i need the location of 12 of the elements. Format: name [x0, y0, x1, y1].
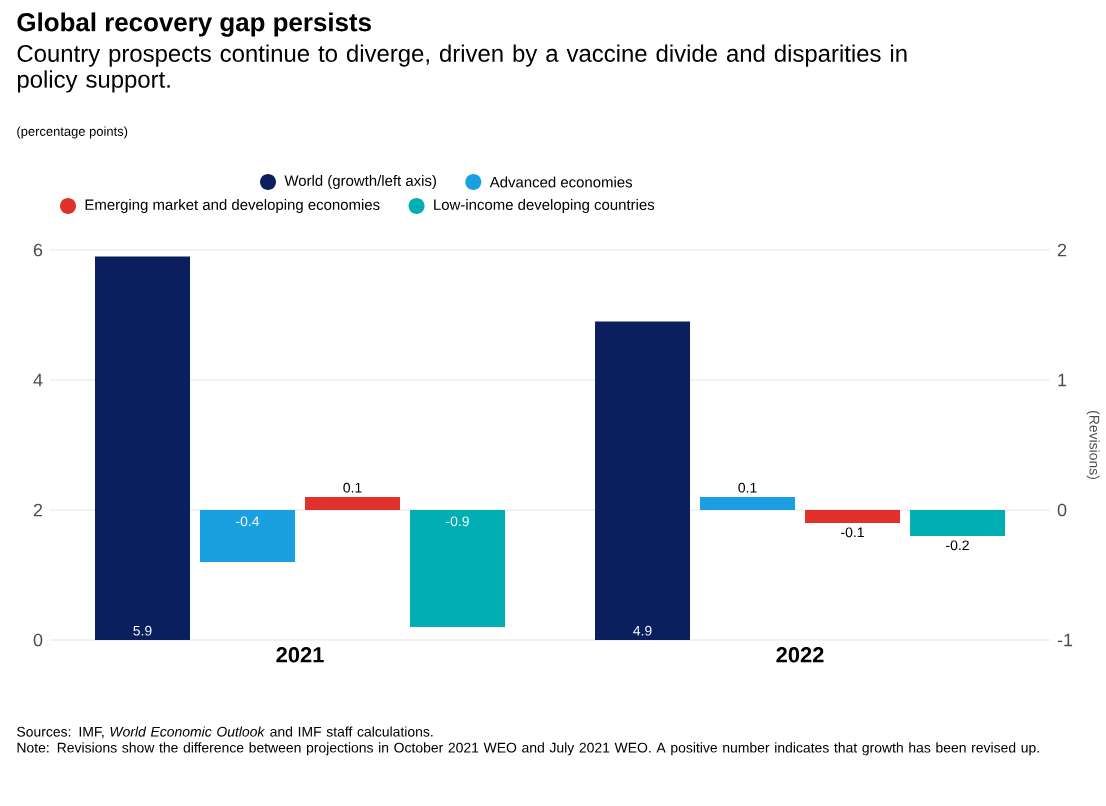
chart-title: Global recovery gap persists [17, 12, 371, 37]
y2-tick-label: 2 [1057, 243, 1067, 257]
y-tick-label: 2 [33, 503, 43, 517]
y-tick-label: 4 [33, 373, 43, 387]
y2-tick-label: -1 [1057, 633, 1073, 647]
y-tick-label: 6 [33, 243, 43, 257]
chart-subtitle: Country prospects continue to diverge, driven by a vaccine divide and disparities in policy support. [17, 44, 907, 93]
y2-tick-label: 1 [1058, 373, 1067, 387]
y2-tick-label: 0 [1057, 503, 1067, 517]
x-tick-label: 2021 [276, 647, 324, 663]
y-tick-label: 0 [33, 633, 43, 647]
x-tick-label: 2022 [776, 647, 824, 663]
